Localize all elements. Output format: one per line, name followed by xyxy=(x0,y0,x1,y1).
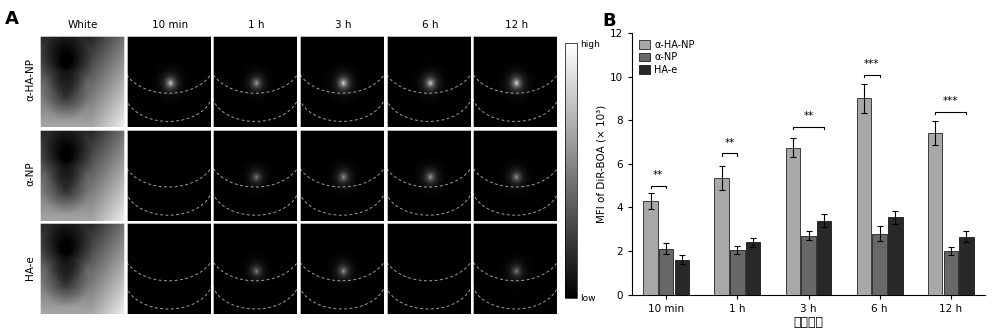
Bar xyxy=(675,260,689,295)
Y-axis label: MFI of DiR-BOA (× 10³): MFI of DiR-BOA (× 10³) xyxy=(597,105,607,223)
Bar xyxy=(959,237,974,295)
Bar xyxy=(659,249,673,295)
Text: 1 h: 1 h xyxy=(248,20,265,30)
Text: **: ** xyxy=(653,170,663,180)
Text: B: B xyxy=(602,12,616,30)
Bar xyxy=(928,133,942,295)
Text: **: ** xyxy=(724,137,735,148)
Text: 3 h: 3 h xyxy=(335,20,352,30)
Bar xyxy=(714,178,729,295)
Text: 12 h: 12 h xyxy=(505,20,528,30)
Bar xyxy=(888,217,903,295)
Text: α-HA-NP: α-HA-NP xyxy=(25,59,35,102)
Bar xyxy=(746,242,760,295)
Bar xyxy=(872,234,887,295)
Text: 10 min: 10 min xyxy=(152,20,188,30)
Bar xyxy=(817,220,831,295)
Bar xyxy=(730,250,745,295)
Bar xyxy=(801,236,816,295)
Text: White: White xyxy=(68,20,99,30)
Bar xyxy=(944,251,958,295)
Text: 6 h: 6 h xyxy=(422,20,438,30)
Bar xyxy=(857,99,871,295)
Bar xyxy=(643,201,658,295)
Text: ***: *** xyxy=(943,96,959,106)
Text: **: ** xyxy=(803,111,814,121)
Text: HA-e: HA-e xyxy=(25,255,35,280)
Text: α-NP: α-NP xyxy=(25,162,35,186)
X-axis label: 注射时间: 注射时间 xyxy=(794,316,824,329)
Text: A: A xyxy=(5,10,19,28)
Text: ***: *** xyxy=(864,59,880,69)
Bar xyxy=(786,148,800,295)
Legend: α-HA-NP, α-NP, HA-e: α-HA-NP, α-NP, HA-e xyxy=(637,38,697,77)
